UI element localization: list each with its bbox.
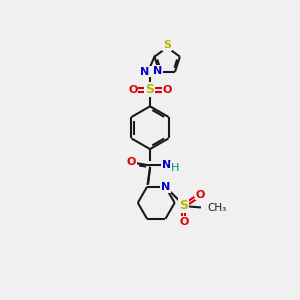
Text: O: O (126, 157, 136, 167)
Text: O: O (179, 217, 189, 227)
Text: O: O (163, 85, 172, 95)
Text: N: N (162, 160, 171, 170)
Text: O: O (128, 85, 137, 95)
Text: H: H (151, 67, 160, 76)
Text: H: H (171, 163, 179, 173)
Text: S: S (146, 83, 154, 97)
Text: N: N (140, 67, 149, 76)
Text: CH₃: CH₃ (208, 203, 227, 213)
Text: S: S (179, 199, 188, 212)
Text: S: S (163, 40, 171, 50)
Text: O: O (196, 190, 205, 200)
Text: N: N (153, 66, 163, 76)
Text: N: N (161, 182, 170, 192)
